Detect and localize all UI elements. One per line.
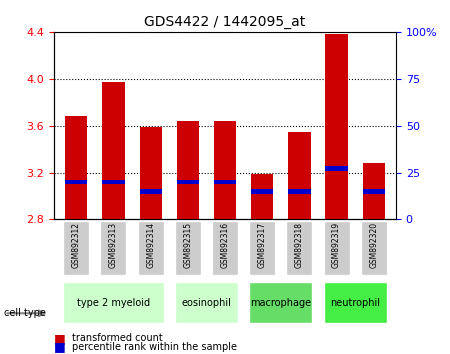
Text: percentile rank within the sample: percentile rank within the sample (72, 342, 237, 352)
Text: GSM892312: GSM892312 (72, 222, 81, 268)
Bar (214, 121, 236, 219)
Bar (288, 132, 310, 219)
Text: ■: ■ (54, 332, 66, 344)
Text: GSM892316: GSM892316 (220, 222, 230, 268)
FancyBboxPatch shape (249, 221, 275, 275)
Bar (325, 34, 348, 219)
FancyBboxPatch shape (286, 221, 312, 275)
Text: GSM892318: GSM892318 (295, 222, 304, 268)
FancyBboxPatch shape (324, 282, 387, 324)
Bar (65, 116, 87, 219)
Text: GSM892317: GSM892317 (258, 222, 267, 268)
FancyBboxPatch shape (63, 282, 164, 324)
Text: eosinophil: eosinophil (181, 298, 231, 308)
FancyBboxPatch shape (249, 282, 312, 324)
Text: GSM892313: GSM892313 (109, 222, 118, 268)
Bar (140, 127, 162, 219)
Bar (214, 179, 236, 184)
Bar (177, 121, 199, 219)
Title: GDS4422 / 1442095_at: GDS4422 / 1442095_at (144, 16, 306, 29)
FancyBboxPatch shape (324, 221, 350, 275)
Text: GSM892320: GSM892320 (369, 222, 378, 268)
FancyBboxPatch shape (175, 221, 201, 275)
Text: cell type: cell type (4, 308, 46, 318)
Bar (251, 189, 273, 194)
Bar (363, 189, 385, 194)
FancyBboxPatch shape (138, 221, 164, 275)
Text: transformed count: transformed count (72, 333, 163, 343)
Bar (288, 189, 310, 194)
FancyBboxPatch shape (100, 221, 126, 275)
Bar (363, 163, 385, 219)
Text: GSM892319: GSM892319 (332, 222, 341, 268)
Bar (65, 179, 87, 184)
FancyBboxPatch shape (63, 221, 89, 275)
Bar (102, 82, 125, 219)
Bar (140, 189, 162, 194)
Bar (177, 179, 199, 184)
Text: neutrophil: neutrophil (330, 298, 380, 308)
Text: GSM892314: GSM892314 (146, 222, 155, 268)
FancyBboxPatch shape (175, 282, 238, 324)
Text: macrophage: macrophage (250, 298, 311, 308)
Bar (102, 179, 125, 184)
FancyBboxPatch shape (212, 221, 238, 275)
Text: ■: ■ (54, 341, 66, 353)
Bar (251, 174, 273, 219)
Bar (325, 166, 348, 171)
Text: GSM892315: GSM892315 (183, 222, 192, 268)
Text: type 2 myeloid: type 2 myeloid (77, 298, 150, 308)
FancyBboxPatch shape (361, 221, 387, 275)
